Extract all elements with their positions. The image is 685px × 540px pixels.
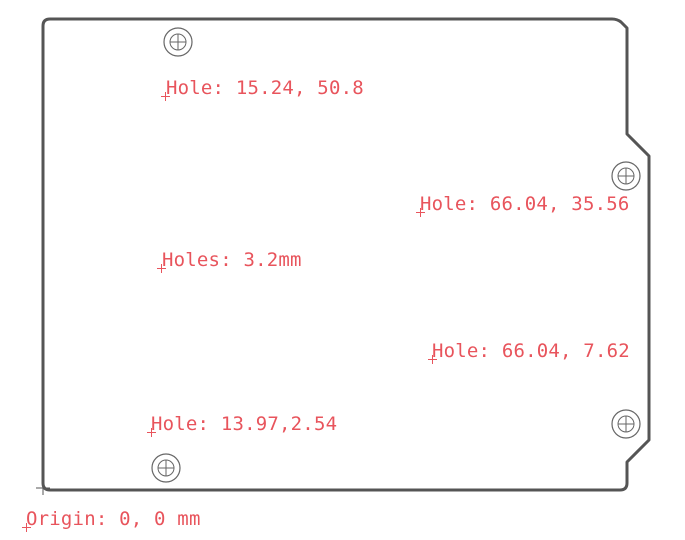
hole-bottom-left-label: Hole: 13.97,2.54 [151, 413, 338, 435]
mounting-hole-right-lower [611, 409, 641, 439]
mounting-hole-bottom-left [151, 453, 181, 483]
origin-label: Origin: 0, 0 mm [26, 508, 201, 530]
label-anchor-icon [428, 355, 437, 364]
mounting-hole-top-left [163, 27, 193, 57]
mounting-hole-right-upper [611, 161, 641, 191]
hole-right-upper-label: Hole: 66.04, 35.56 [420, 193, 630, 215]
label-anchor-icon [147, 428, 156, 437]
board-outline [41, 17, 651, 492]
holes-diameter-label: Holes: 3.2mm [162, 249, 302, 271]
hole-top-left-label: Hole: 15.24, 50.8 [166, 77, 364, 99]
label-anchor-icon [416, 208, 425, 217]
label-anchor-icon [22, 523, 31, 532]
label-anchor-icon [157, 264, 166, 273]
origin-marker [36, 481, 50, 495]
label-anchor-icon [161, 92, 170, 101]
hole-right-lower-label: Hole: 66.04, 7.62 [432, 340, 630, 362]
